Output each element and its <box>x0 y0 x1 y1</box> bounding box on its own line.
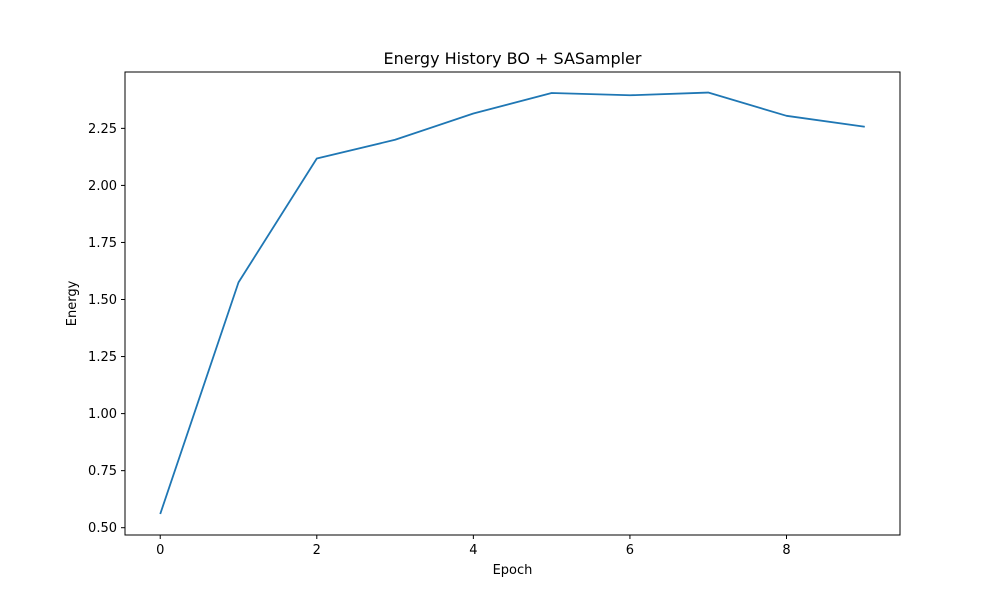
chart-title: Energy History BO + SASampler <box>384 49 642 68</box>
x-axis: 0 2 4 6 8 <box>156 535 791 558</box>
y-tick-label: 2.25 <box>88 122 117 137</box>
x-tick-label: 2 <box>313 543 321 558</box>
y-tick-label: 0.75 <box>88 464 117 479</box>
y-tick-label: 1.00 <box>88 407 117 422</box>
y-tick-label: 1.50 <box>88 293 117 308</box>
y-tick-label: 1.75 <box>88 236 117 251</box>
series-line-0 <box>159 91 865 515</box>
y-tick-label: 1.25 <box>88 350 117 365</box>
y-tick-label: 2.00 <box>88 179 117 194</box>
x-tick-label: 0 <box>156 543 164 558</box>
x-axis-label: Epoch <box>493 563 533 578</box>
x-tick-label: 6 <box>626 543 634 558</box>
y-axis: 0.50 0.75 1.00 1.25 1.50 1.75 2.00 2.25 <box>88 122 125 536</box>
y-axis-label: Energy <box>65 280 80 326</box>
x-tick-label: 4 <box>469 543 477 558</box>
series-layer <box>159 91 865 515</box>
y-tick-label: 0.50 <box>88 521 117 536</box>
x-tick-label: 8 <box>782 543 790 558</box>
plot-frame <box>124 71 901 536</box>
